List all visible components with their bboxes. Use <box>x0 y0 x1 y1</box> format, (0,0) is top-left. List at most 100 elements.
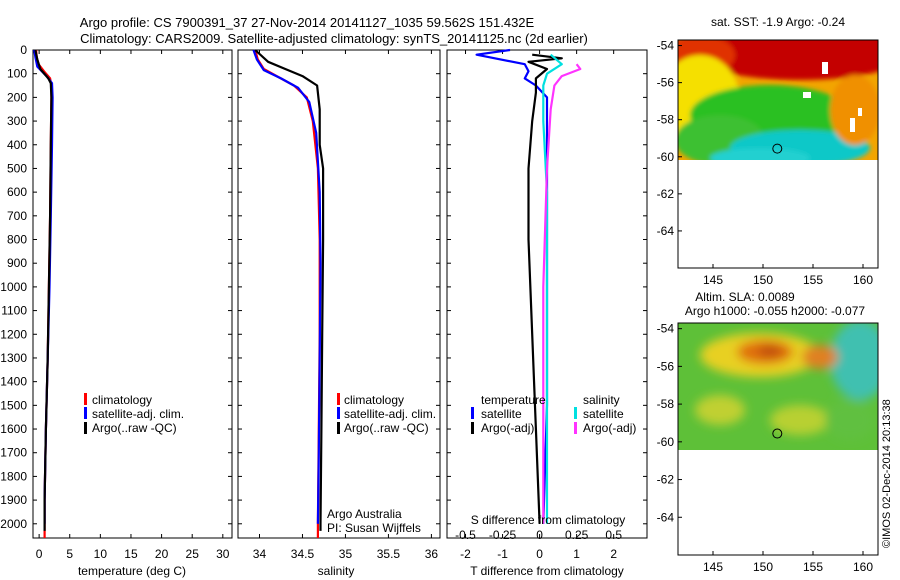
x-tick-label: -1 <box>497 547 508 561</box>
x-tick-label: 35.5 <box>377 547 401 561</box>
map-y-tick-label: -56 <box>657 359 675 373</box>
map-x-tick-label: 160 <box>853 560 873 574</box>
depth-tick-label: 1900 <box>0 493 27 507</box>
argo-position-marker <box>772 143 783 154</box>
map-y-tick-label: -62 <box>657 187 675 201</box>
temperature-legend: climatology satellite-adj. clim. Argo(..… <box>84 393 184 435</box>
depth-tick-label: 0 <box>20 43 27 57</box>
sst-map-ticks: 145 150 155 160 -54 -56 -58 -60 -62 -64 <box>657 39 874 287</box>
depth-tick-label: 200 <box>7 90 27 104</box>
sst-cloud-gap <box>858 108 862 116</box>
depth-tick-label: 600 <box>7 185 27 199</box>
sla-cyan-zone <box>830 323 878 400</box>
figure-title-line2: Climatology: CARS2009. Satellite-adjuste… <box>80 31 588 46</box>
x-tick-label: 2 <box>610 547 617 561</box>
sst-map-panel: sat. SST: -1.9 Argo: -0.24 145 150 <box>657 15 879 287</box>
sst-cloud-gap <box>803 92 811 98</box>
map-x-tick-label: 160 <box>853 273 873 287</box>
legend-label-argo: Argo(..raw -QC) <box>344 421 429 435</box>
credit-pi: PI: Susan Wijffels <box>327 521 421 535</box>
legend-label-s-satellite: satellite <box>583 407 624 421</box>
s-tick-label: 0.25 <box>565 528 589 542</box>
legend-swatch-s-satellite <box>574 407 577 419</box>
map-y-tick-label: -60 <box>657 435 675 449</box>
depth-tick-label: 400 <box>7 138 27 152</box>
temperature-x-ticks: 0 5 10 15 20 25 30 <box>36 50 230 561</box>
salinity-xlabel: salinity <box>318 564 355 578</box>
x-tick-label: 0 <box>36 547 43 561</box>
legend-swatch-argo <box>84 422 87 434</box>
sla-map-title-line1: Altim. SLA: 0.0089 <box>695 290 795 304</box>
temperature-xlabel: temperature (deg C) <box>78 564 186 578</box>
map-y-tick-label: -58 <box>657 113 675 127</box>
depth-tick-label: 700 <box>7 209 27 223</box>
sla-green-patch <box>825 400 875 440</box>
legend-label-satellite: satellite-adj. clim. <box>92 407 184 421</box>
s-tick-label: 0.5 <box>605 528 622 542</box>
depth-tick-label: 500 <box>7 161 27 175</box>
depth-tick-label: 2000 <box>0 517 27 531</box>
sst-heatmap <box>678 40 878 160</box>
legend-swatch-t-satellite <box>471 407 474 419</box>
sla-map-title-line2: Argo h1000: -0.055 h2000: -0.077 <box>685 304 865 318</box>
map-x-tick-label: 150 <box>753 560 773 574</box>
series-line-s-argo-adj- <box>542 63 582 524</box>
s-tick-label: -0.25 <box>489 528 517 542</box>
depth-tick-label: 800 <box>7 233 27 247</box>
x-tick-label: 34 <box>253 547 267 561</box>
depth-tick-label: 1100 <box>1 304 27 318</box>
map-y-tick-label: -56 <box>657 76 675 90</box>
salinity-axes-frame <box>237 49 441 539</box>
difference-panel: -2 -1 0 1 2 -0.5 -0.25 0 0.25 0.5 T difference f… <box>446 48 648 578</box>
map-x-tick-label: 145 <box>703 273 723 287</box>
depth-tick-label: 900 <box>7 256 27 270</box>
depth-tick-label: 1000 <box>0 280 27 294</box>
temperature-panel: 0100200300400500600700800900100011001200… <box>0 43 647 578</box>
difference-series <box>475 48 582 524</box>
legend-swatch-argo <box>337 422 340 434</box>
legend-label-climatology: climatology <box>344 393 404 407</box>
x-tick-label: 36 <box>425 547 439 561</box>
depth-tick-label: 1700 <box>0 446 27 460</box>
sst-map-title: sat. SST: -1.9 Argo: -0.24 <box>711 15 845 29</box>
x-tick-label: -2 <box>460 547 471 561</box>
depth-tick-label: 1800 <box>0 469 27 483</box>
x-tick-label: 20 <box>155 547 169 561</box>
series-line-satellite-adj-clim- <box>252 49 322 524</box>
map-x-tick-label: 145 <box>703 560 723 574</box>
legend-label-s-argo: Argo(-adj) <box>583 421 636 435</box>
series-line-climatology <box>254 49 321 538</box>
t-difference-x-ticks: -2 -1 0 1 2 <box>460 50 617 561</box>
x-tick-label: 34.5 <box>291 547 315 561</box>
sla-map-frame <box>677 322 879 556</box>
series-line-argo-raw-qc- <box>254 49 325 531</box>
sst-warm-band <box>690 40 878 80</box>
map-x-tick-label: 155 <box>803 560 823 574</box>
series-line-t-argo-adj- <box>527 53 563 524</box>
map-y-tick-label: -60 <box>657 150 675 164</box>
legend-swatch-climatology <box>84 393 87 405</box>
legend-label-t-satellite: satellite <box>481 407 522 421</box>
legend-swatch-climatology <box>337 393 340 405</box>
sst-cyan-zone-2 <box>710 148 810 160</box>
legend-label-t-argo: Argo(-adj) <box>481 421 534 435</box>
depth-tick-label: 300 <box>7 114 27 128</box>
credit-argo-australia: Argo Australia <box>327 507 402 521</box>
s-difference-ticks: -0.5 -0.25 0 0.25 0.5 <box>455 528 622 542</box>
depth-tick-label: 1400 <box>0 375 27 389</box>
x-tick-label: 0 <box>536 547 543 561</box>
sla-yellow-patch-2 <box>770 405 830 435</box>
x-tick-label: 10 <box>94 547 108 561</box>
depth-tick-label: 1500 <box>0 398 27 412</box>
s-tick-label: -0.5 <box>455 528 476 542</box>
depth-tick-label: 1200 <box>0 327 27 341</box>
map-y-tick-label: -62 <box>657 473 675 487</box>
figure-title-line1: Argo profile: CS 7900391_37 27-Nov-2014 … <box>80 15 535 30</box>
legend-swatch-s-argo <box>574 422 577 434</box>
s-tick-label: 0 <box>536 528 543 542</box>
map-y-tick-label: -54 <box>657 39 675 53</box>
sst-map-frame <box>677 39 879 269</box>
salinity-legend: climatology satellite-adj. clim. Argo(..… <box>337 393 436 435</box>
sla-high-anomaly-core <box>758 345 782 357</box>
